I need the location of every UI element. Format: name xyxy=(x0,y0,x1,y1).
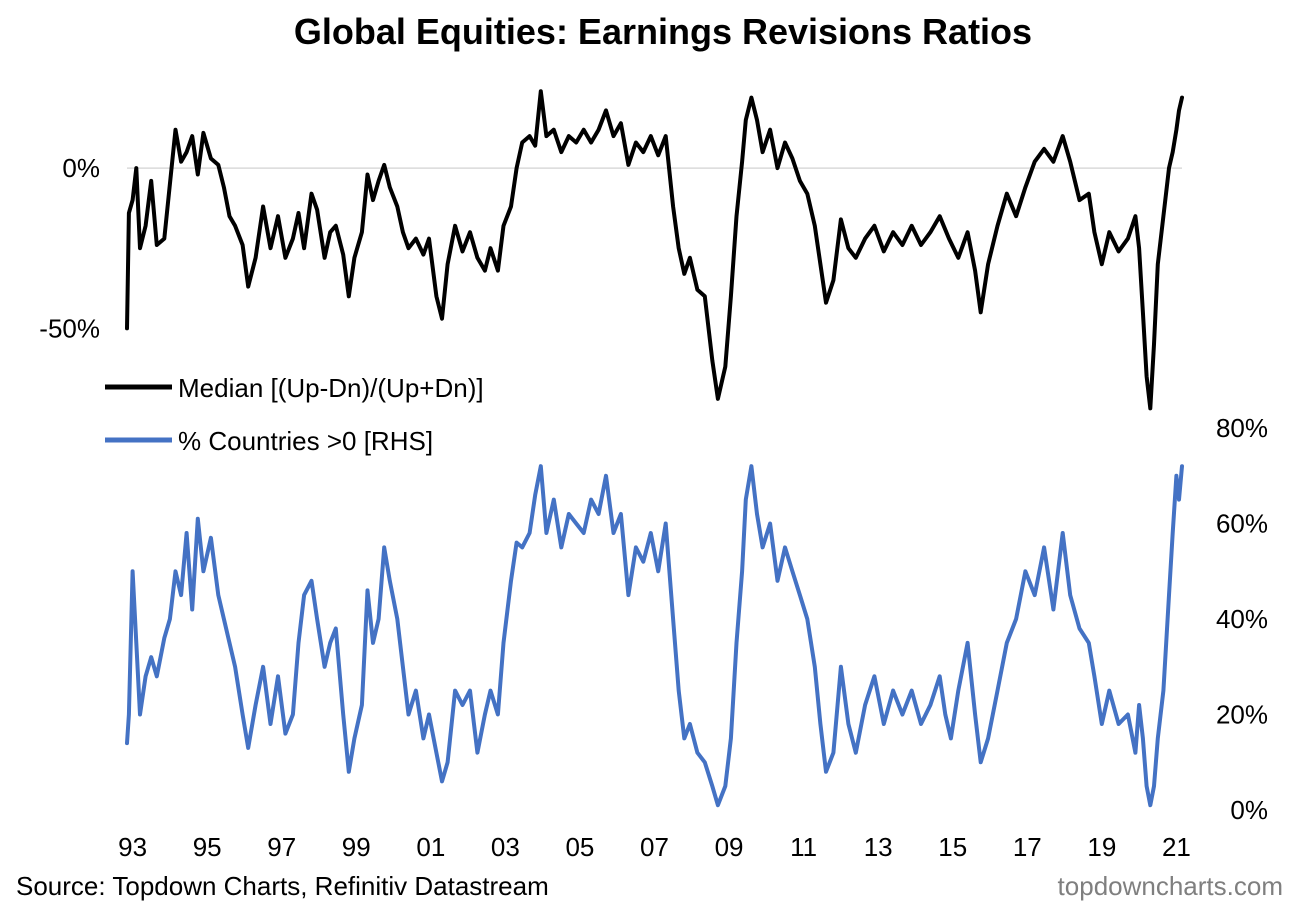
watermark: topdowncharts.com xyxy=(1058,871,1283,901)
x-tick-label: 99 xyxy=(342,832,371,862)
x-axis-ticks: 93 95 97 99 01 03 05 07 09 11 13 15 17 19 21 xyxy=(118,832,1191,862)
x-tick-label: 09 xyxy=(715,832,744,862)
right-tick-label: 40% xyxy=(1216,604,1268,634)
chart-title: Global Equities: Earnings Revisions Rati… xyxy=(294,11,1032,52)
legend: Median [(Up-Dn)/(Up+Dn)] % Countries >0 … xyxy=(105,373,484,456)
series-line-median xyxy=(125,89,1184,411)
x-tick-label: 21 xyxy=(1162,832,1191,862)
x-tick-label: 11 xyxy=(790,832,817,862)
right-tick-label: 80% xyxy=(1216,413,1268,443)
legend-label-countries: % Countries >0 [RHS] xyxy=(178,426,433,456)
right-axis-ticks: 80% 60% 40% 20% 0% xyxy=(1216,413,1268,825)
x-tick-label: 97 xyxy=(267,832,296,862)
x-tick-label: 93 xyxy=(118,832,147,862)
right-tick-label: 20% xyxy=(1216,700,1268,730)
x-tick-label: 13 xyxy=(864,832,893,862)
series-layer xyxy=(125,89,1184,808)
x-tick-label: 07 xyxy=(640,832,669,862)
legend-label-median: Median [(Up-Dn)/(Up+Dn)] xyxy=(178,373,484,403)
x-tick-label: 17 xyxy=(1013,832,1042,862)
x-tick-label: 95 xyxy=(193,832,222,862)
x-tick-label: 19 xyxy=(1087,832,1116,862)
right-tick-label: 0% xyxy=(1230,795,1268,825)
left-tick-label: -50% xyxy=(39,313,100,343)
right-tick-label: 60% xyxy=(1216,509,1268,539)
x-tick-label: 01 xyxy=(416,832,445,862)
x-tick-label: 15 xyxy=(938,832,967,862)
series-line-countries xyxy=(125,464,1184,808)
left-tick-label: 0% xyxy=(62,153,100,183)
x-tick-label: 05 xyxy=(565,832,594,862)
x-tick-label: 03 xyxy=(491,832,520,862)
left-axis-ticks: 0% -50% xyxy=(39,153,100,343)
source-note: Source: Topdown Charts, Refinitiv Datast… xyxy=(16,871,549,901)
